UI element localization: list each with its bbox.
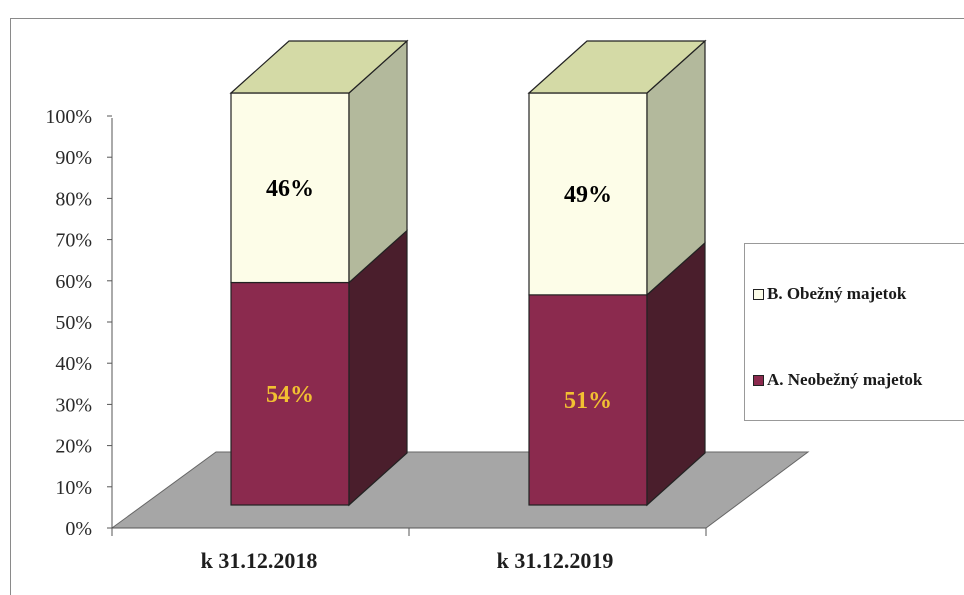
- bar-top-face: [527, 40, 707, 94]
- legend: B. Obežný majetok A. Neobežný majetok: [744, 243, 964, 421]
- y-tick-label: 10%: [55, 477, 92, 499]
- legend-label-series-2: B. Obežný majetok: [767, 284, 907, 303]
- legend-swatch-series-1: [753, 374, 764, 386]
- y-tick-label: 100%: [45, 106, 92, 128]
- legend-swatch-series-2: [753, 288, 764, 300]
- legend-label-series-1: A. Neobežný majetok: [767, 370, 923, 389]
- data-label: 46%: [266, 176, 314, 202]
- x-category-label: k 31.12.2019: [497, 548, 614, 573]
- chart-frame: [10, 18, 964, 595]
- legend-item-series-2: B. Obežný majetok: [753, 284, 906, 304]
- y-tick-label: 80%: [55, 188, 92, 210]
- y-tick-label: 30%: [55, 394, 92, 416]
- y-tick-label: 90%: [55, 147, 92, 169]
- bar-front-obezny: [528, 92, 648, 296]
- y-tick-label: 20%: [55, 436, 92, 458]
- y-tick-label: 0%: [65, 518, 92, 540]
- chart-floor: [110, 451, 810, 529]
- y-tick-label: 40%: [55, 353, 92, 375]
- y-tick-label: 60%: [55, 271, 92, 293]
- y-tick-label: 50%: [55, 312, 92, 334]
- bar-front-neobezny: [230, 281, 350, 506]
- data-label: 49%: [564, 182, 612, 208]
- bar-front-neobezny: [528, 294, 648, 506]
- legend-item-series-1: A. Neobežný majetok: [753, 370, 922, 390]
- data-label: 51%: [564, 388, 612, 414]
- data-label: 54%: [266, 382, 314, 408]
- bar-front-obezny: [230, 92, 350, 284]
- bar-top-face: [229, 40, 409, 94]
- y-tick-label: 70%: [55, 230, 92, 252]
- x-category-label: k 31.12.2018: [201, 548, 318, 573]
